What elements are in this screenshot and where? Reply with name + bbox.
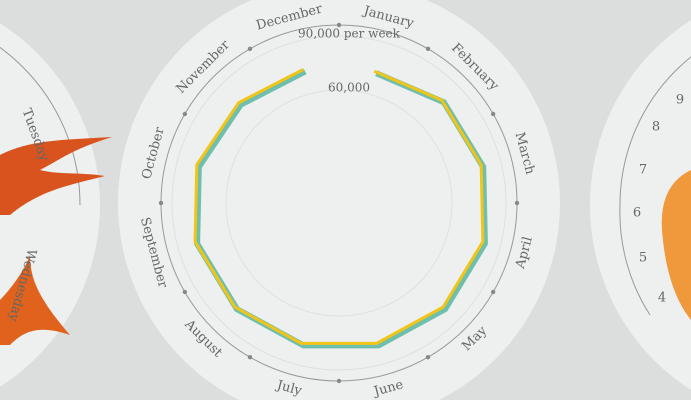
month-tick [247,46,253,52]
left-axis [0,46,81,206]
month-tick [514,200,520,206]
data-line [193,68,485,345]
month-tick [247,354,253,360]
left-shape [0,255,70,345]
center-disc [118,0,560,400]
month-label: July [273,377,304,399]
hour-label: 8 [652,120,660,135]
month-tick [490,289,496,295]
month-tick [158,200,164,206]
ring-label: 90,000 per week [298,27,401,41]
left-shape [0,137,112,215]
month-tick [182,111,188,117]
month-tick [336,378,342,384]
month-tick [182,289,188,295]
right-panel [590,20,691,390]
hour-label: 6 [633,206,641,221]
month-tick [425,354,431,360]
right-disc [590,20,691,390]
hour-label: 9 [676,93,684,108]
ring-line [225,89,453,317]
hour-label: 5 [639,251,647,266]
ring-label: 60,000 [328,81,370,95]
right-shape [661,170,691,320]
hour-label: 7 [639,163,647,178]
month-tick [336,22,342,28]
right-axis [619,56,691,316]
hour-label: 4 [658,291,666,306]
month-tick [490,111,496,117]
left-panel [0,23,112,387]
ring-line [171,35,507,371]
month-tick [425,46,431,52]
